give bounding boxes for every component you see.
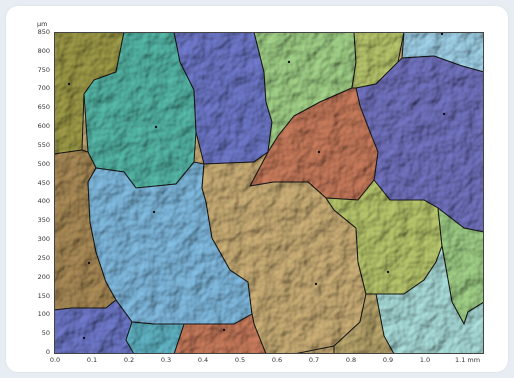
grain-center-marker [317,150,321,154]
grain-center-marker [152,210,156,214]
x-tick-label: 1.1 mm [455,356,481,364]
grain-center-marker [386,270,390,274]
grain-teal-bottom [125,321,185,354]
x-tick-label: 0.7 [308,356,320,364]
grain-center-marker [440,32,444,36]
x-tick-label: 0.0 [49,356,61,364]
grain-center-marker [442,112,446,116]
y-tick-label: 0 [45,348,50,356]
y-unit-label: µm [37,20,48,28]
y-tick-label: 100 [37,310,50,318]
grain-center-marker [287,60,291,64]
y-tick-label: 700 [37,84,50,92]
y-tick-label: 750 [37,66,50,74]
grain-map[interactable] [54,32,484,354]
y-tick-label: 450 [37,179,50,187]
y-tick-label: 650 [37,103,50,111]
y-tick-label: 600 [37,122,50,130]
x-tick-label: 0.2 [123,356,135,364]
y-tick-label: 850 [37,28,50,36]
x-tick-label: 0.4 [197,356,209,364]
x-tick-label: 0.6 [271,356,283,364]
x-tick-label: 0.3 [160,356,172,364]
grain-map-svg [54,32,484,354]
y-tick-label: 350 [37,216,50,224]
y-tick-label: 300 [37,235,50,243]
x-tick-label: 0.1 [86,356,98,364]
y-tick-label: 250 [37,254,50,262]
grain-rust-bottom [173,313,267,354]
y-tick-label: 150 [37,292,50,300]
x-tick-label: 0.9 [382,356,394,364]
x-tick-label: 1.0 [419,356,431,364]
y-tick-label: 400 [37,197,50,205]
x-tick-label: 0.5 [234,356,246,364]
grain-center-marker [222,328,226,332]
x-tick-label: 0.8 [345,356,357,364]
grain-center-marker [67,82,71,86]
y-tick-label: 200 [37,273,50,281]
y-tick-label: 50 [41,329,50,337]
y-tick-label: 500 [37,160,50,168]
grain-center-marker [314,282,318,286]
y-tick-label: 800 [37,47,50,55]
grain-center-marker [87,261,91,265]
grain-center-marker [154,125,158,129]
grain-tan-bottomright [333,293,395,354]
y-tick-label: 550 [37,141,50,149]
grain-center-marker [82,336,86,340]
